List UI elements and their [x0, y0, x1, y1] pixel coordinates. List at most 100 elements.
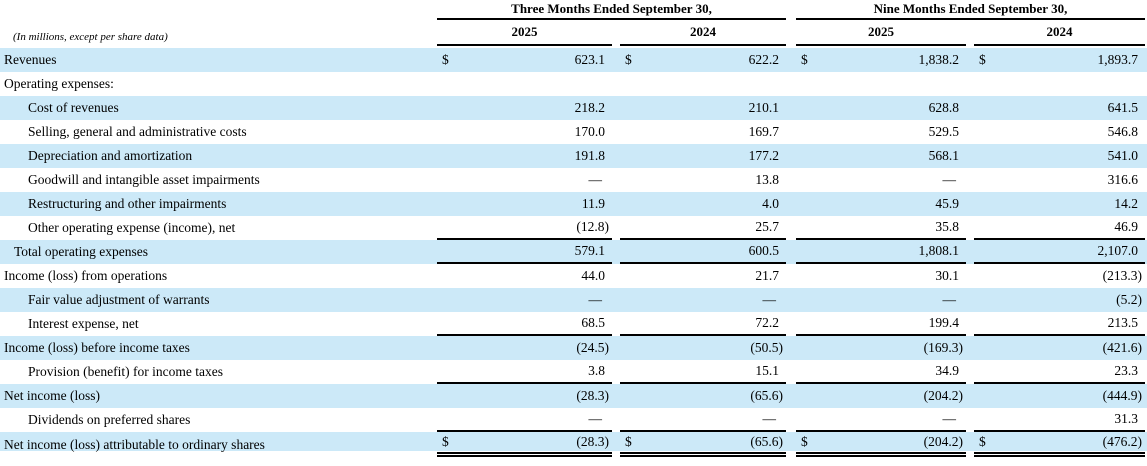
column-gap: [612, 288, 620, 312]
table-row: Income (loss) from operations 44.0 21.7 …: [0, 264, 1147, 288]
value-cell-3m-2024: 210.1: [620, 96, 786, 120]
value-cell-3m-2025: —: [437, 408, 612, 432]
year-header-9m-2025: 2025: [796, 20, 966, 46]
value-cell-9m-2024: (213.3): [974, 264, 1145, 288]
value-cell-3m-2024: 21.7: [620, 264, 786, 288]
value-cell-9m-2025: 35.8: [796, 216, 966, 240]
value: 191.8: [574, 148, 605, 163]
value-cell-9m-2025: (169.3): [796, 336, 966, 360]
currency-symbol: $: [979, 52, 986, 67]
currency-symbol: $: [625, 434, 632, 449]
row-label: Income (loss) from operations: [4, 268, 168, 283]
value: 316.6: [1107, 172, 1138, 187]
column-gap: [612, 216, 620, 240]
value-cell-3m-2025: 191.8: [437, 144, 612, 168]
value: 13.8: [755, 172, 779, 187]
column-gap: [612, 72, 620, 96]
value-cell-9m-2025: 568.1: [796, 144, 966, 168]
value-cell-3m-2025: [437, 72, 612, 96]
column-gap: [966, 96, 974, 120]
value-cell-9m-2025: 199.4: [796, 312, 966, 336]
column-gap: [612, 120, 620, 144]
value-cell-9m-2024: 23.3: [974, 360, 1145, 384]
value: 1,893.7: [1097, 52, 1139, 67]
column-gap: [612, 96, 620, 120]
table-row: Restructuring and other impairments 11.9…: [0, 192, 1147, 216]
column-gap: [786, 312, 796, 336]
row-label: Selling, general and administrative cost…: [28, 124, 247, 139]
value-cell-3m-2024: 25.7: [620, 216, 786, 240]
row-label: Cost of revenues: [28, 100, 119, 115]
value-cell-3m-2024: —: [620, 408, 786, 432]
value-cell-9m-2024: 31.3: [974, 408, 1145, 432]
row-label: Interest expense, net: [28, 316, 139, 331]
row-label: Goodwill and intangible asset impairment…: [28, 172, 260, 187]
table-row: Goodwill and intangible asset impairment…: [0, 168, 1147, 192]
value: (65.6): [750, 434, 783, 449]
value-cell-9m-2024: 541.0: [974, 144, 1145, 168]
table-row: Net income (loss) (28.3) (65.6) (204.2) …: [0, 384, 1147, 408]
table-row: Interest expense, net 68.5 72.2 199.4 21…: [0, 312, 1147, 336]
row-label: Operating expenses:: [4, 76, 114, 91]
column-gap: [786, 360, 796, 384]
row-label: Revenues: [4, 52, 57, 67]
table-row: Depreciation and amortization 191.8 177.…: [0, 144, 1147, 168]
value: (444.9): [1102, 388, 1142, 403]
column-gap: [612, 432, 620, 457]
column-gap: [786, 240, 796, 264]
column-gap: [966, 20, 974, 46]
column-gap: [786, 144, 796, 168]
value-cell-9m-2025: [796, 72, 966, 96]
value-cell-9m-2025: 45.9: [796, 192, 966, 216]
value-cell-9m-2024: [974, 72, 1145, 96]
column-gap: [966, 408, 974, 432]
value: 641.5: [1107, 100, 1138, 115]
column-gap: [966, 216, 974, 240]
value-cell-9m-2025: —: [796, 288, 966, 312]
table-row: Selling, general and administrative cost…: [0, 120, 1147, 144]
value-cell-3m-2024: $ (65.6): [620, 432, 786, 457]
value-cell-3m-2025: $ (28.3): [437, 432, 612, 457]
value-cell-3m-2025: (28.3): [437, 384, 612, 408]
column-gap: [612, 48, 620, 72]
column-gap: [612, 336, 620, 360]
value: 177.2: [748, 148, 779, 163]
value: (421.6): [1102, 340, 1142, 355]
value-cell-3m-2025: —: [437, 288, 612, 312]
value: 529.5: [928, 124, 959, 139]
value-cell-3m-2024: 177.2: [620, 144, 786, 168]
column-gap: [966, 360, 974, 384]
table-row: Other operating expense (income), net (1…: [0, 216, 1147, 240]
column-gap: [786, 48, 796, 72]
row-label: Net income (loss) attributable to ordina…: [4, 436, 265, 452]
value-cell-9m-2025: 628.8: [796, 96, 966, 120]
column-gap: [786, 72, 796, 96]
year-header-3m-2025: 2025: [437, 20, 612, 46]
value: 628.8: [928, 100, 959, 115]
column-gap: [612, 360, 620, 384]
value: 568.1: [928, 148, 959, 163]
column-gap: [966, 384, 974, 408]
value: 169.7: [748, 124, 779, 139]
value-cell-3m-2025: (12.8): [437, 216, 612, 240]
value-cell-9m-2025: —: [796, 408, 966, 432]
value: —: [588, 172, 603, 187]
value: —: [588, 411, 603, 426]
value-cell-3m-2024: (50.5): [620, 336, 786, 360]
value-cell-3m-2024: (65.6): [620, 384, 786, 408]
value-cell-3m-2024: $622.2: [620, 48, 786, 72]
value: (65.6): [750, 388, 783, 403]
currency-symbol: $: [442, 52, 449, 67]
value-cell-9m-2024: (5.2): [974, 288, 1145, 312]
value-cell-9m-2024: 641.5: [974, 96, 1145, 120]
value: 25.7: [755, 219, 779, 234]
table-row: Dividends on preferred shares — — — 31.3: [0, 408, 1147, 432]
column-gap: [966, 432, 974, 457]
value: 72.2: [755, 315, 779, 330]
year-header-9m-2024: 2024: [974, 20, 1145, 46]
currency-symbol: $: [979, 434, 986, 449]
value-cell-9m-2024: $1,893.7: [974, 48, 1145, 72]
value: 170.0: [574, 124, 605, 139]
value-cell-3m-2024: [620, 72, 786, 96]
value: 21.7: [755, 268, 779, 283]
